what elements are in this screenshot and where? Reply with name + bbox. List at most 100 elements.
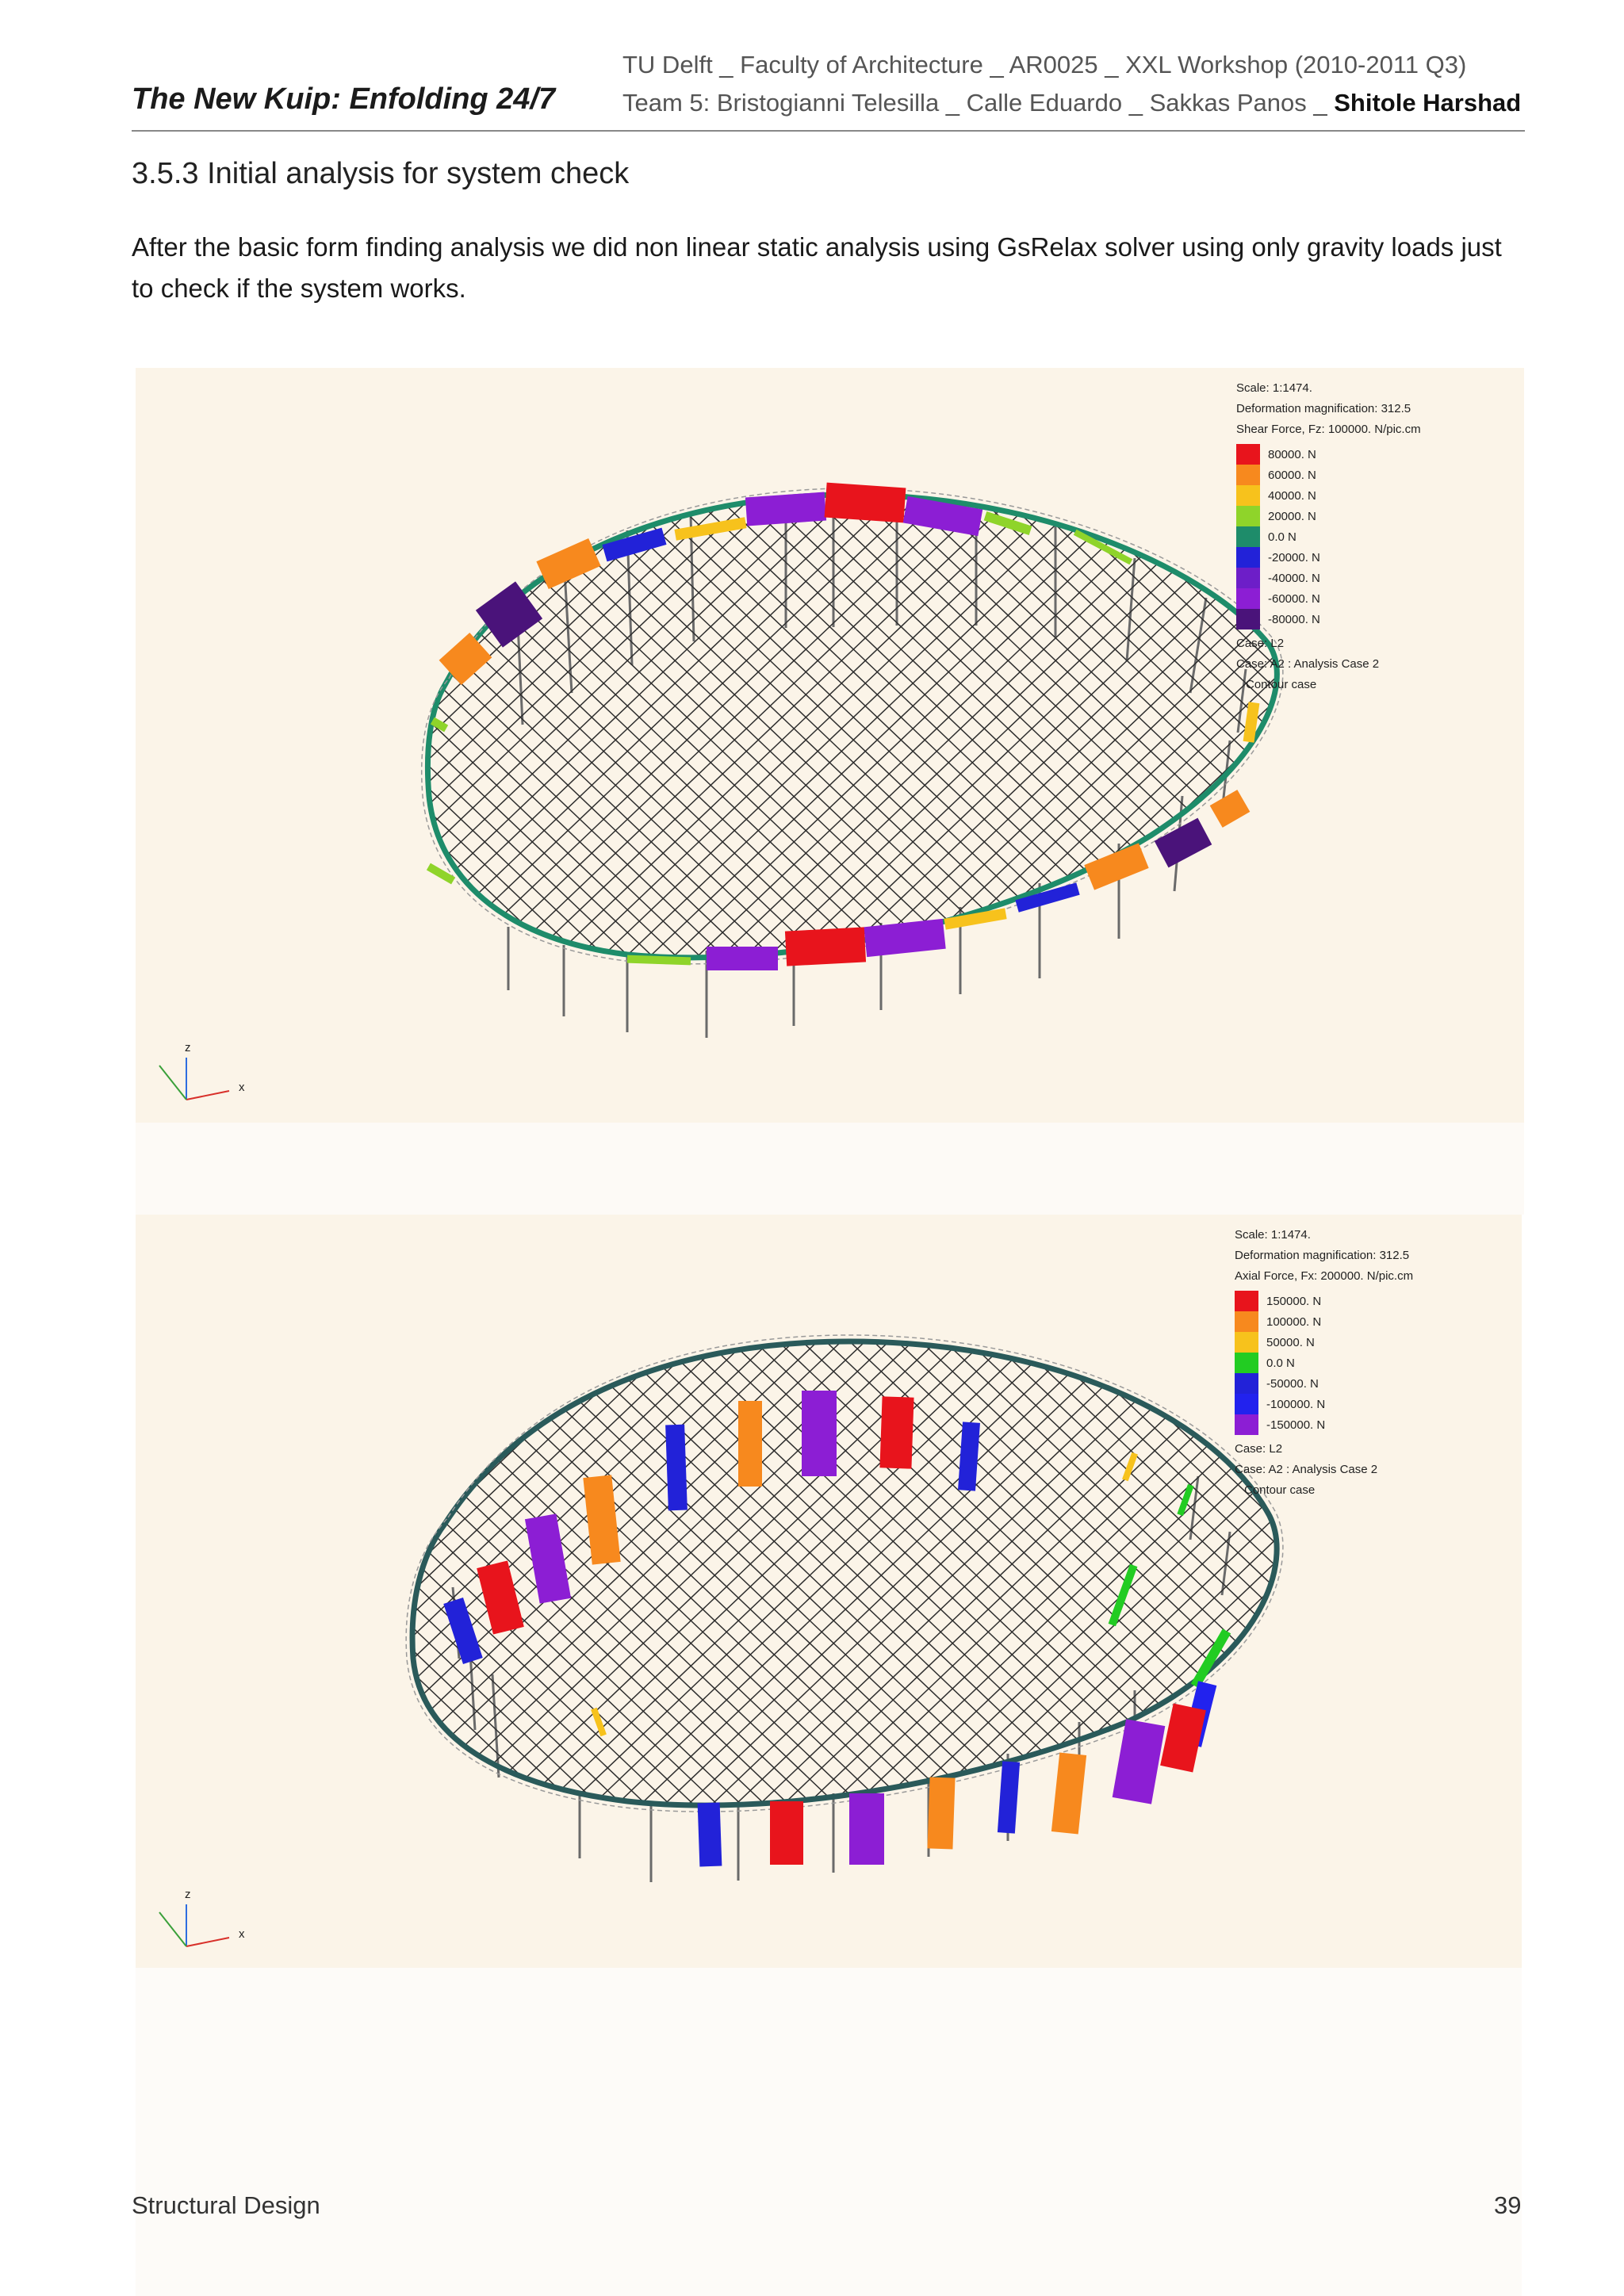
- legend-label: -60000. N: [1268, 592, 1320, 606]
- force-block: [864, 918, 946, 958]
- legend: Scale: 1:1474. Deformation magnification…: [1235, 1228, 1413, 1497]
- legend-label: 60000. N: [1268, 469, 1316, 482]
- legend-swatch: [1236, 547, 1260, 568]
- axial-force-blocks: [443, 1391, 1231, 1867]
- force-block: [477, 1560, 524, 1635]
- legend-swatch: [1236, 588, 1260, 609]
- force-block: [1154, 817, 1212, 868]
- legend-label: -20000. N: [1268, 551, 1320, 564]
- legend-label: -50000. N: [1266, 1377, 1319, 1391]
- legend-swatch: [1236, 506, 1260, 526]
- axis-z-label: z: [185, 1888, 191, 1901]
- force-block: [1209, 790, 1251, 828]
- force-block: [1243, 702, 1260, 743]
- legend-label: 50000. N: [1266, 1336, 1315, 1349]
- section-heading: 3.5.3 Initial analysis for system check: [132, 157, 630, 190]
- force-block: [738, 1401, 762, 1487]
- legend-magnification: Deformation magnification: 312.5: [1235, 1249, 1409, 1262]
- force-block: [443, 1597, 483, 1665]
- force-block: [626, 955, 691, 966]
- legend-scale: Scale: 1:1474.: [1236, 381, 1312, 395]
- legend-swatch: [1236, 465, 1260, 485]
- figure-gap: [136, 1123, 1524, 1215]
- legend-swatch: [1236, 526, 1260, 547]
- force-block: [1108, 1563, 1138, 1627]
- force-block: [665, 1424, 688, 1511]
- force-block: [674, 517, 747, 541]
- force-block: [958, 1422, 980, 1491]
- legend-case: Case: L2: [1235, 1442, 1282, 1456]
- force-block: [770, 1801, 803, 1865]
- force-block: [849, 1793, 884, 1865]
- legend-label: -40000. N: [1268, 572, 1320, 585]
- force-block: [784, 927, 867, 966]
- legend-swatch: [1236, 485, 1260, 506]
- footer-section: Structural Design: [132, 2191, 320, 2219]
- legend-label: 100000. N: [1266, 1315, 1321, 1329]
- force-block: [536, 538, 601, 589]
- force-block: [879, 1396, 914, 1469]
- legend-scale: Scale: 1:1474.: [1235, 1228, 1311, 1242]
- legend-swatch: [1235, 1311, 1258, 1332]
- force-block: [745, 492, 827, 526]
- legend-label: 0.0 N: [1268, 530, 1297, 544]
- axis-triad: z x: [159, 1888, 245, 1947]
- shear-force-blocks: [426, 482, 1260, 970]
- axis-z-label: z: [185, 1041, 191, 1054]
- axial-force-plot: Scale: 1:1474. Deformation magnification…: [159, 1228, 1413, 1947]
- force-block: [524, 1513, 572, 1604]
- force-block: [983, 511, 1032, 535]
- shear-force-figure: Scale: 1:1474. Deformation magnification…: [136, 368, 1524, 1123]
- force-block: [1112, 1719, 1166, 1804]
- legend-label: 20000. N: [1268, 510, 1316, 523]
- force-block: [1084, 843, 1149, 890]
- force-block: [697, 1802, 722, 1867]
- legend-label: -80000. N: [1268, 613, 1320, 626]
- legend-case: Case: L2: [1236, 637, 1284, 650]
- axis-x-label: x: [239, 1927, 245, 1941]
- axis-x-label: x: [239, 1081, 245, 1094]
- legend-force: Axial Force, Fx: 200000. N/pic.cm: [1235, 1269, 1413, 1283]
- team-info: Team 5: Bristogianni Telesilla _ Calle E…: [622, 89, 1521, 117]
- legend-label: 40000. N: [1268, 489, 1316, 503]
- force-block: [439, 632, 492, 686]
- force-block: [927, 1777, 956, 1850]
- legend-analysis: Case: A2 : Analysis Case 2: [1236, 657, 1379, 671]
- legend-analysis: Case: A2 : Analysis Case 2: [1235, 1463, 1377, 1476]
- axial-force-figure: Scale: 1:1474. Deformation magnification…: [136, 1215, 1522, 1968]
- force-block: [475, 581, 543, 648]
- force-block: [707, 947, 778, 970]
- course-info: TU Delft _ Faculty of Architecture _ AR0…: [622, 51, 1467, 78]
- force-block: [426, 863, 456, 885]
- legend-label: 150000. N: [1266, 1295, 1321, 1308]
- force-block: [1015, 882, 1080, 913]
- legend-force: Shear Force, Fz: 100000. N/pic.cm: [1236, 423, 1421, 436]
- force-block: [430, 717, 449, 733]
- body-paragraph: After the basic form finding analysis we…: [132, 232, 1502, 303]
- force-block: [602, 527, 667, 562]
- legend-contour: Contour case: [1246, 678, 1316, 691]
- legend-label: -150000. N: [1266, 1418, 1325, 1432]
- force-block: [902, 496, 983, 537]
- legend: Scale: 1:1474. Deformation magnification…: [1236, 381, 1421, 691]
- team-member-highlight: Shitole Harshad: [1334, 89, 1522, 117]
- force-block: [1073, 529, 1133, 565]
- axis-triad: z x: [159, 1041, 245, 1100]
- header-divider: [132, 130, 1525, 132]
- legend-contour: Contour case: [1244, 1483, 1315, 1497]
- legend-label: 0.0 N: [1266, 1357, 1295, 1370]
- page-number: 39: [1494, 2191, 1522, 2219]
- force-block: [1177, 1483, 1194, 1517]
- deformed-outline: [420, 488, 1284, 965]
- legend-swatch: [1236, 444, 1260, 465]
- force-block: [1051, 1752, 1087, 1835]
- force-block: [997, 1761, 1021, 1834]
- legend-magnification: Deformation magnification: 312.5: [1236, 402, 1411, 415]
- page-background-area: [136, 1968, 1522, 2296]
- force-block: [944, 908, 1007, 930]
- document-title: The New Kuip: Enfolding 24/7: [132, 82, 556, 116]
- force-block: [802, 1391, 837, 1476]
- force-block: [1190, 1628, 1231, 1689]
- force-block: [824, 482, 906, 523]
- legend-swatch: [1236, 609, 1260, 629]
